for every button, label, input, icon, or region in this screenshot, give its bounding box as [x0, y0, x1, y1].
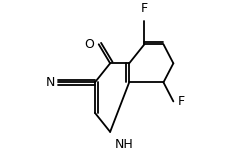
- Text: N: N: [46, 76, 55, 89]
- Text: NH: NH: [115, 138, 133, 151]
- Text: F: F: [178, 95, 185, 108]
- Text: F: F: [141, 2, 148, 15]
- Text: O: O: [84, 38, 94, 51]
